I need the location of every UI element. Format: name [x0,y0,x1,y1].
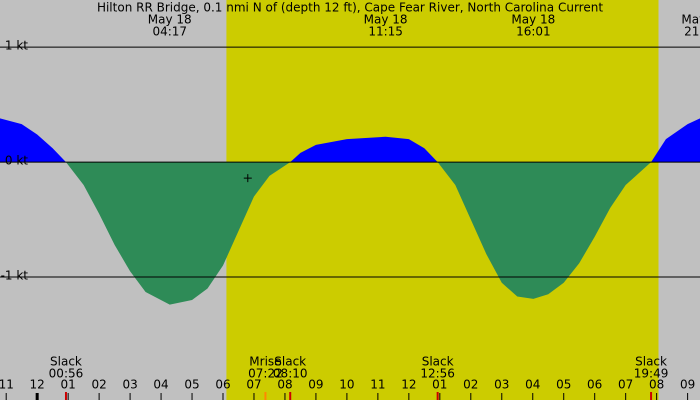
chart-title: Hilton RR Bridge, 0.1 nmi N of (depth 12… [97,1,603,15]
x-tick-label: 06 [587,378,602,392]
x-tick-label: 02 [463,378,478,392]
event-time: 07:22 [248,367,283,381]
x-tick-label: 02 [91,378,106,392]
peak-date: May 18 [148,13,192,27]
current-time-marker [243,174,252,183]
x-tick-label: 09 [680,378,695,392]
x-tick-label: 05 [556,378,571,392]
plot: 1 kt 0 kt -1 kt 11 12 01 02 03 04 05 06 07 08 09 10 11 1… [0,13,700,400]
flood-area [0,118,700,163]
x-tick-label: 08 [649,378,664,392]
x-tick-label: 05 [184,378,199,392]
peak-time: 21: [684,25,700,39]
x-tick-label: 03 [122,378,137,392]
x-tick-label: 12 [30,378,45,392]
event-label: Mrise [249,355,281,369]
y-tick-label: 0 kt [5,154,28,168]
x-tick-label: 11 [370,378,385,392]
x-tick-label: 08 [277,378,292,392]
x-tick-label: 04 [153,378,168,392]
event-label: Slack [635,355,667,369]
peak-date: May 18 [511,13,555,27]
event-time: 19:49 [634,367,669,381]
event-time: 08:10 [273,367,308,381]
event-time: 12:56 [420,367,455,381]
event-time: 00:56 [49,367,84,381]
x-tick-label: 10 [339,378,354,392]
x-tick-label: 01 [61,378,76,392]
x-tick-label: 03 [494,378,509,392]
y-tick-label: -1 kt [1,269,29,283]
peak-time: 04:17 [152,25,187,39]
x-tick-label: 09 [308,378,323,392]
x-tick-label: 07 [246,378,261,392]
peak-date: May [681,13,700,27]
x-tick-label: 04 [525,378,540,392]
event-label: Slack [274,355,306,369]
x-tick-label: 12 [401,378,416,392]
event-label: Slack [422,355,454,369]
y-tick-label: 1 kt [5,39,28,53]
x-tick-label: 07 [618,378,633,392]
peak-time: 11:15 [368,25,403,39]
ebb-area [0,162,700,305]
peak-date: May 18 [364,13,408,27]
x-tick-label: 06 [215,378,230,392]
x-tick-label: 01 [432,378,447,392]
x-tick-label: 11 [0,378,14,392]
event-label: Slack [50,355,82,369]
peak-time: 16:01 [516,25,551,39]
